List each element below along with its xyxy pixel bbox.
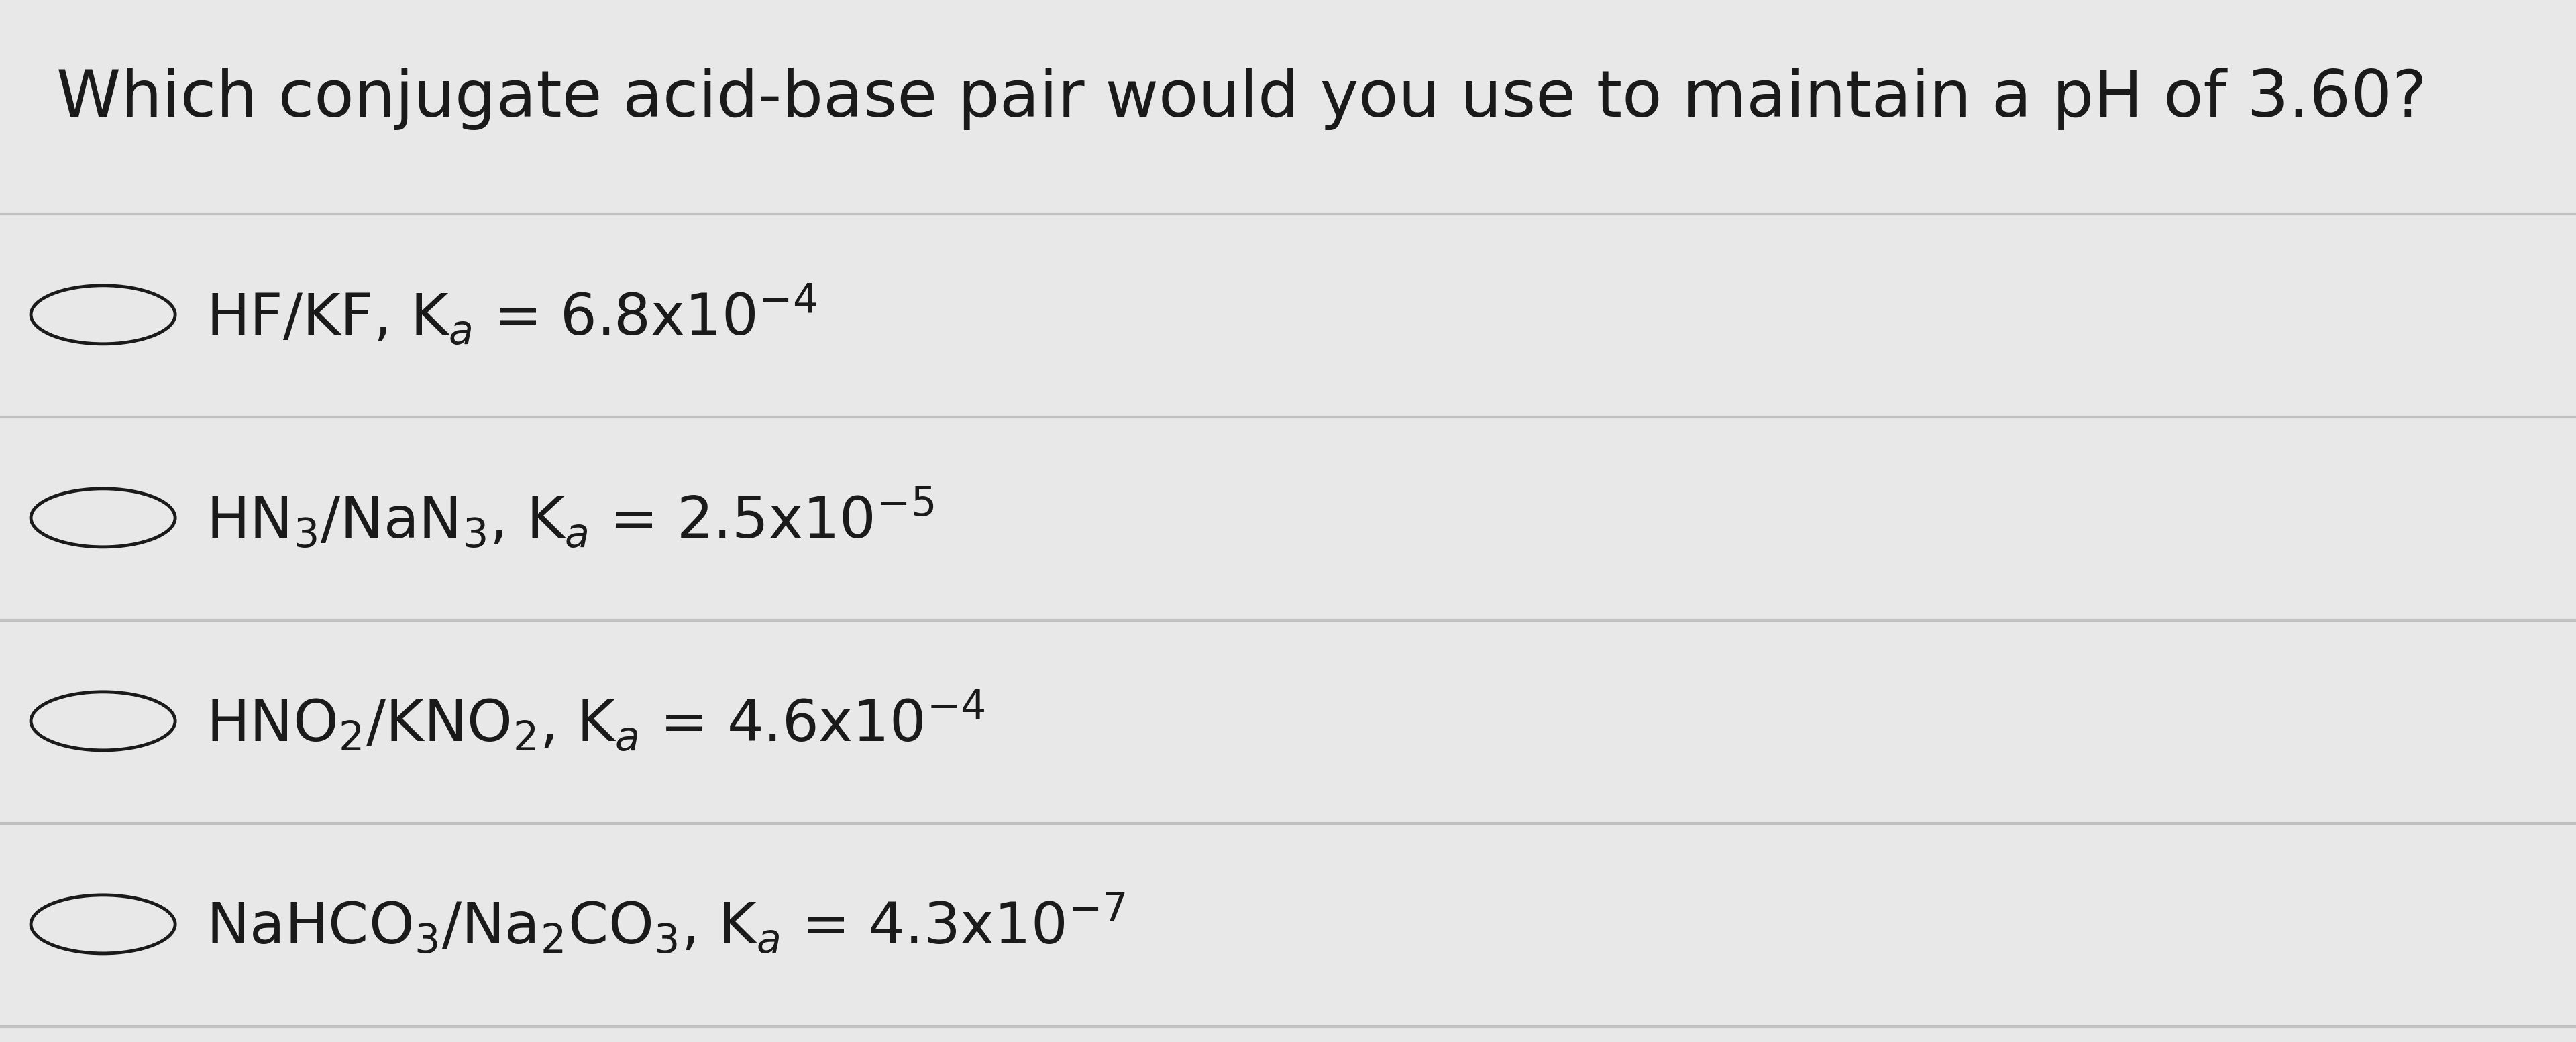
Text: HN$_3$/NaN$_3$, K$_a$ = 2.5x10$^{-5}$: HN$_3$/NaN$_3$, K$_a$ = 2.5x10$^{-5}$: [206, 486, 935, 550]
Text: Which conjugate acid-base pair would you use to maintain a pH of 3.60?: Which conjugate acid-base pair would you…: [57, 68, 2427, 130]
Text: HNO$_2$/KNO$_2$, K$_a$ = 4.6x10$^{-4}$: HNO$_2$/KNO$_2$, K$_a$ = 4.6x10$^{-4}$: [206, 689, 987, 753]
Text: HF/KF, K$_a$ = 6.8x10$^{-4}$: HF/KF, K$_a$ = 6.8x10$^{-4}$: [206, 282, 817, 347]
Text: NaHCO$_3$/Na$_2$CO$_3$, K$_a$ = 4.3x10$^{-7}$: NaHCO$_3$/Na$_2$CO$_3$, K$_a$ = 4.3x10$^…: [206, 892, 1126, 957]
